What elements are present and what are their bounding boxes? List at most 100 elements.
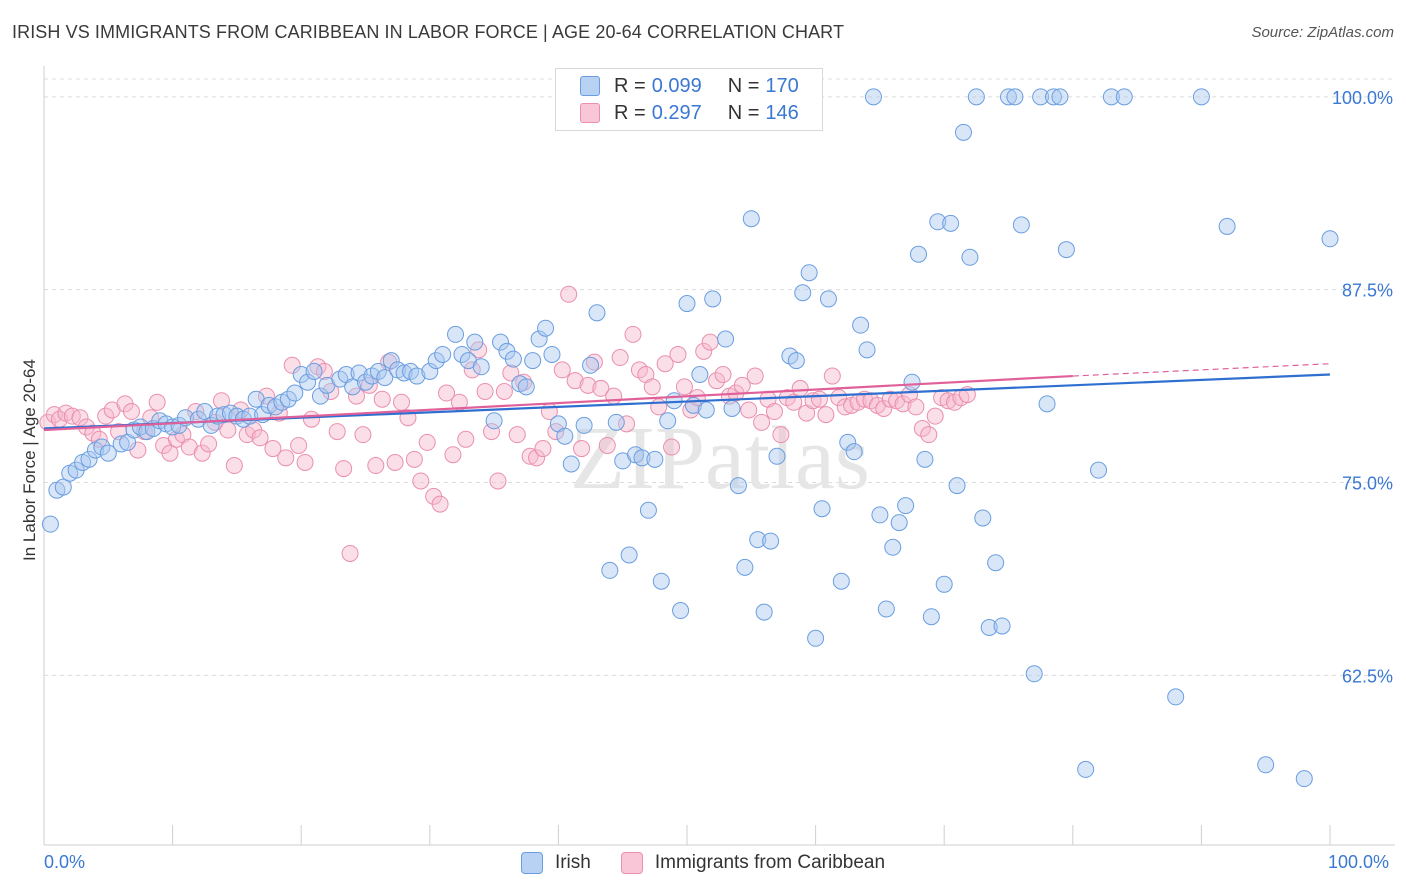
- irish-point: [369, 362, 387, 380]
- irish-point: [1012, 216, 1030, 234]
- irish-point: [755, 603, 773, 621]
- irish-point: [691, 366, 709, 384]
- irish-point: [787, 352, 805, 370]
- irish-point: [639, 501, 657, 519]
- caribbean-point: [483, 423, 501, 441]
- irish-points: [41, 88, 1339, 788]
- irish-point: [196, 403, 214, 421]
- legend-row-irish: R = 0.099 N = 170: [580, 73, 799, 99]
- series-legend-irish: Irish: [520, 852, 591, 874]
- irish-point: [1102, 88, 1120, 106]
- irish-point: [305, 362, 323, 380]
- irish-point: [794, 284, 812, 302]
- irish-point: [54, 478, 72, 496]
- y-tick-label: 62.5%: [1342, 666, 1393, 686]
- irish-point: [517, 378, 535, 396]
- y-tick-label: 87.5%: [1342, 281, 1393, 301]
- caribbean-point: [438, 384, 456, 402]
- caribbean-point: [920, 426, 938, 444]
- caribbean-point: [765, 403, 783, 421]
- caribbean-point: [810, 390, 828, 408]
- caribbean-point: [791, 379, 809, 397]
- caribbean-point: [669, 345, 687, 363]
- caribbean-point: [277, 449, 295, 467]
- irish-point: [704, 290, 722, 308]
- irish-point: [80, 450, 98, 468]
- caribbean-point: [264, 440, 282, 458]
- irish-point: [447, 325, 465, 343]
- series-legend-caribbean: Immigrants from Caribbean: [620, 852, 886, 874]
- irish-point: [311, 387, 329, 405]
- irish-point: [909, 245, 927, 263]
- irish-point: [890, 514, 908, 532]
- irish-point: [537, 319, 555, 337]
- irish-point: [961, 248, 979, 266]
- legend-r-value: 0.297: [651, 101, 702, 124]
- irish-point: [1077, 760, 1095, 778]
- legend-r-label: R =: [614, 101, 646, 124]
- irish-point: [1257, 756, 1275, 774]
- irish-point: [299, 373, 317, 391]
- caribbean-point: [418, 433, 436, 451]
- irish-point: [967, 88, 985, 106]
- caribbean-point: [521, 447, 539, 465]
- chart-title: IRISH VS IMMIGRANTS FROM CARIBBEAN IN LA…: [12, 22, 845, 42]
- caribbean-point: [598, 436, 616, 454]
- caribbean-point: [772, 426, 790, 444]
- series-swatch-irish: [520, 852, 543, 874]
- axes: [43, 66, 1395, 846]
- caribbean-point: [643, 378, 661, 396]
- irish-point: [1000, 88, 1017, 106]
- irish-point: [813, 500, 831, 518]
- legend-n-label: N =: [727, 74, 760, 97]
- caribbean-point: [393, 393, 411, 411]
- caribbean-point: [367, 457, 385, 475]
- irish-point: [434, 345, 452, 363]
- caribbean-point: [219, 421, 237, 439]
- irish-point: [736, 558, 754, 576]
- caribbean-point: [489, 472, 507, 490]
- caribbean-point: [881, 390, 899, 408]
- irish-point: [697, 401, 715, 419]
- irish-point: [376, 369, 394, 387]
- caribbean-point: [283, 356, 301, 374]
- y-tick-label: 75.0%: [1342, 473, 1393, 493]
- series-label-caribbean: Immigrants from Caribbean: [654, 852, 886, 873]
- caribbean-point: [823, 367, 841, 385]
- caribbean-points: [39, 285, 976, 562]
- irish-point: [562, 455, 580, 473]
- irish-point: [717, 330, 735, 348]
- legend-r-label: R =: [614, 74, 646, 97]
- x-tick-label-max: 100.0%: [1328, 852, 1390, 872]
- irish-point: [762, 532, 780, 550]
- irish-point: [839, 433, 857, 451]
- caribbean-point: [386, 453, 404, 471]
- irish-point: [215, 406, 233, 424]
- irish-point: [742, 210, 760, 228]
- irish-point: [807, 629, 825, 647]
- irish-point: [1025, 665, 1043, 683]
- irish-point: [357, 373, 374, 391]
- irish-point: [723, 399, 741, 417]
- caribbean-point: [347, 387, 365, 405]
- irish-point: [530, 330, 548, 348]
- irish-point: [993, 617, 1011, 635]
- caribbean-point: [148, 393, 166, 411]
- legend-n-label: N =: [727, 101, 760, 124]
- irish-point: [1051, 88, 1069, 106]
- irish-point: [729, 477, 747, 495]
- caribbean-point: [926, 407, 944, 425]
- caribbean-point: [534, 440, 552, 458]
- irish-point: [421, 362, 439, 380]
- irish-point: [672, 602, 690, 620]
- caribbean-point: [97, 407, 115, 425]
- irish-point: [99, 444, 117, 462]
- caribbean-point: [315, 362, 333, 380]
- caribbean-point: [913, 420, 931, 438]
- irish-point: [588, 304, 606, 322]
- legend-n-value: 146: [765, 101, 799, 124]
- irish-point: [659, 412, 677, 430]
- caribbean-point: [830, 389, 848, 407]
- caribbean-point: [560, 285, 578, 303]
